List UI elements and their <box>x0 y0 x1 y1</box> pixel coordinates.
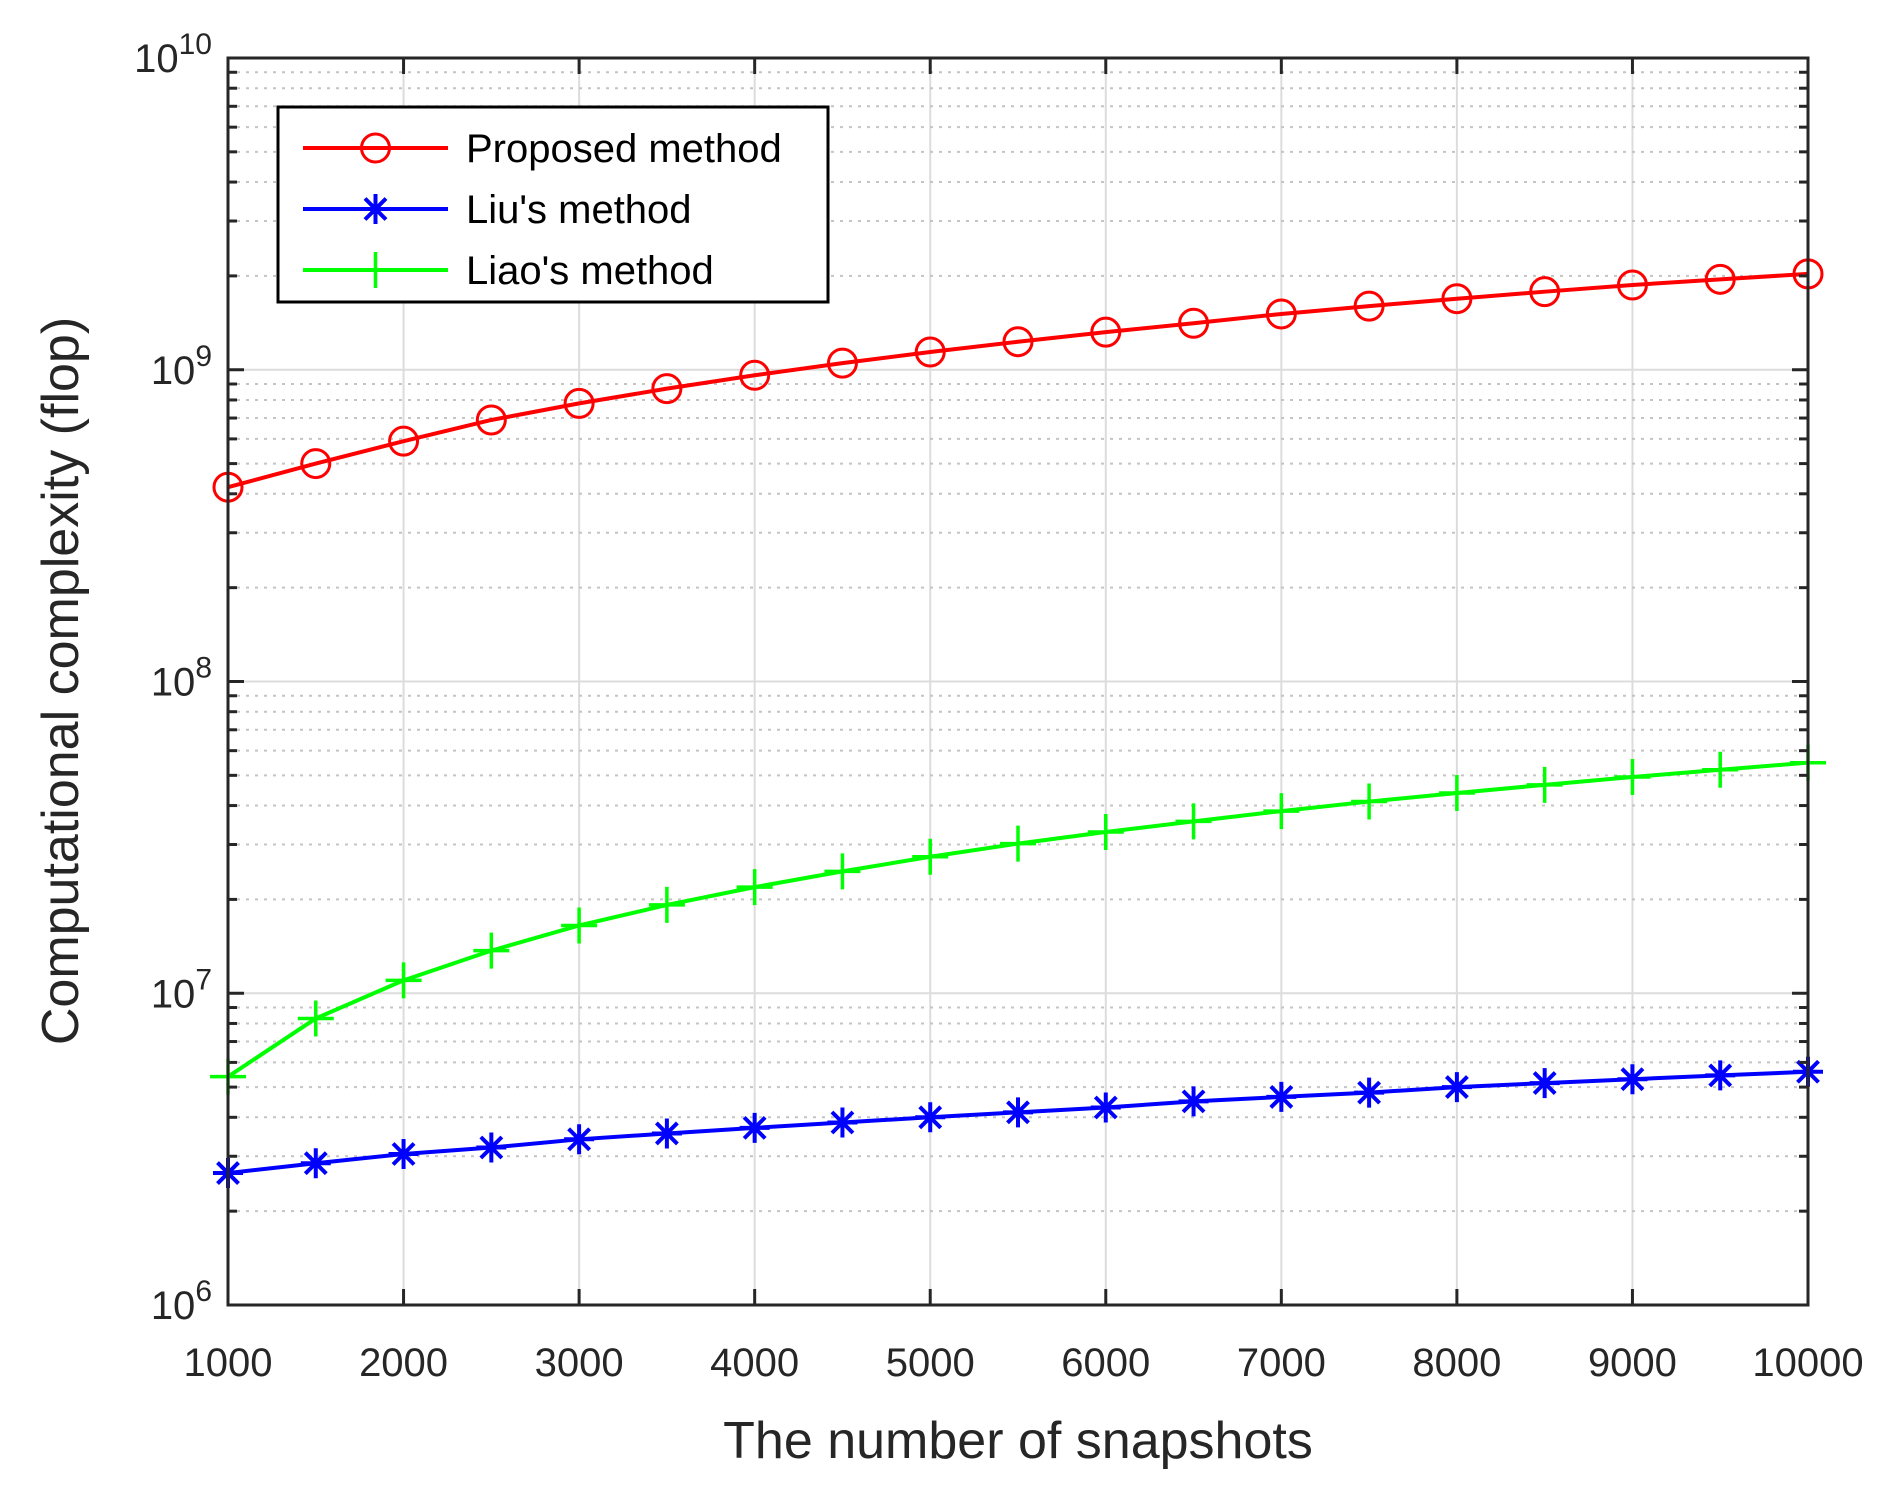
y-tick-label: 107 <box>151 963 212 1016</box>
data-point <box>1529 1068 1560 1099</box>
data-point <box>1265 298 1297 330</box>
data-point <box>300 448 332 480</box>
data-point <box>651 373 683 405</box>
plot-series <box>210 258 1826 1189</box>
series-proposed-method <box>212 258 1824 503</box>
data-point <box>1441 1072 1472 1103</box>
x-tick-label: 2000 <box>359 1341 448 1385</box>
data-point <box>1353 290 1385 322</box>
data-point <box>1354 1077 1385 1108</box>
data-point <box>1178 1086 1209 1117</box>
data-point <box>1705 1060 1736 1091</box>
x-tick-label: 3000 <box>535 1341 624 1385</box>
legend-marker <box>360 132 391 164</box>
data-point <box>388 425 420 457</box>
data-point <box>564 1124 595 1155</box>
x-tick-label: 7000 <box>1237 1341 1326 1385</box>
data-point <box>1351 783 1388 820</box>
data-point <box>1090 1092 1121 1123</box>
data-point <box>915 1102 946 1133</box>
data-point <box>1175 803 1212 840</box>
data-point <box>1266 1081 1297 1112</box>
data-point <box>1441 283 1473 315</box>
data-point <box>1087 814 1124 851</box>
data-point <box>1090 316 1122 348</box>
legend-entry: Proposed method <box>303 127 782 171</box>
data-point <box>476 1132 507 1163</box>
data-point <box>827 1107 858 1138</box>
data-point <box>736 869 773 906</box>
y-tick-label: 109 <box>151 340 212 393</box>
data-point <box>388 1139 419 1170</box>
data-point <box>1002 326 1034 358</box>
y-tick-label: 106 <box>151 1275 212 1328</box>
data-point <box>1617 1064 1648 1095</box>
data-point <box>1178 307 1210 339</box>
data-point <box>739 359 771 391</box>
x-tick-label: 1000 <box>184 1341 273 1385</box>
x-tick-label: 4000 <box>710 1341 799 1385</box>
data-point <box>473 932 510 969</box>
legend-marker <box>357 252 394 288</box>
data-point <box>1526 766 1563 803</box>
data-point <box>1438 774 1475 811</box>
data-point <box>648 886 685 923</box>
legend-label: Proposed method <box>466 127 782 171</box>
data-point <box>651 1118 682 1149</box>
data-point <box>824 853 861 890</box>
x-tick-labels: 1000 2000 3000 4000 5000 6000 7000 8000 9000 1000… <box>184 1341 1864 1385</box>
data-point <box>297 1000 334 1037</box>
data-point <box>385 962 422 999</box>
series-line <box>227 271 1809 490</box>
series-liu-s-method <box>213 1056 1823 1189</box>
data-point <box>1000 825 1036 862</box>
axis-ticks <box>226 58 1810 1307</box>
legend: Proposed method Liu's method Liao's method <box>276 105 830 304</box>
legend-label: Liao's method <box>466 249 714 293</box>
data-point <box>475 404 507 436</box>
data-point <box>1702 751 1739 788</box>
data-point <box>1529 276 1561 308</box>
legend-entry: Liao's method <box>303 249 714 293</box>
data-point <box>912 838 949 875</box>
data-point <box>739 1112 770 1143</box>
legend-entry: Liu's method <box>303 188 692 232</box>
data-point <box>300 1148 331 1179</box>
data-point <box>1263 793 1300 830</box>
data-point <box>561 907 598 944</box>
legend-label: Liu's method <box>466 188 692 232</box>
x-tick-label: 10000 <box>1752 1341 1863 1385</box>
y-axis-label: Computational complexity (flop) <box>32 317 90 1045</box>
x-tick-label: 6000 <box>1061 1341 1150 1385</box>
x-tick-label: 8000 <box>1412 1341 1501 1385</box>
data-point <box>563 387 595 419</box>
x-tick-label: 9000 <box>1588 1341 1677 1385</box>
x-tick-label: 5000 <box>886 1341 975 1385</box>
data-point <box>1704 263 1736 295</box>
data-point <box>914 336 946 368</box>
data-point <box>1614 758 1651 795</box>
data-point <box>1616 269 1648 301</box>
legend-marker <box>360 194 391 224</box>
x-axis-label: The number of snapshots <box>723 1412 1313 1470</box>
y-tick-labels: 106 107 108 109 1010 <box>134 28 212 1328</box>
y-tick-label: 1010 <box>134 28 212 81</box>
data-point <box>1003 1097 1033 1128</box>
y-tick-label: 108 <box>151 652 212 705</box>
data-point <box>826 347 858 379</box>
